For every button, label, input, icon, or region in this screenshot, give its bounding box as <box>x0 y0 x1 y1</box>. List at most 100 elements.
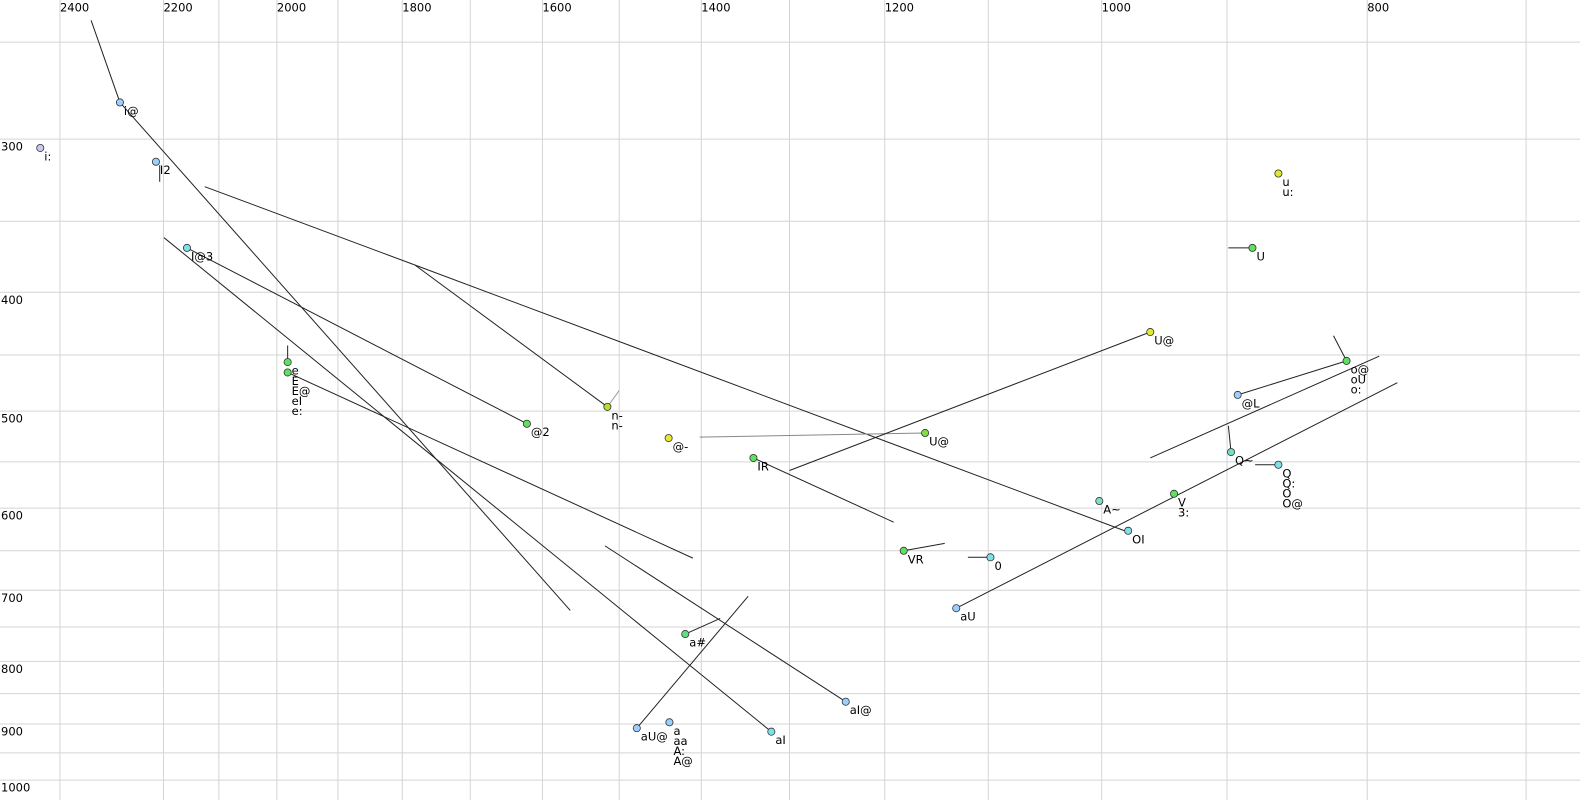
vowel-point <box>1274 460 1283 469</box>
vowel-label: A: <box>673 744 685 758</box>
trajectory <box>163 237 772 733</box>
vowel-point <box>283 358 292 367</box>
vowel-label: i: <box>44 149 51 163</box>
trajectory <box>90 20 121 103</box>
vowel-label: Q: <box>1282 476 1295 490</box>
vowel-label: E@ <box>292 384 311 398</box>
vowel-point <box>899 546 908 555</box>
trajectory <box>119 102 571 611</box>
x-tick-label: 1600 <box>542 1 571 15</box>
trajectory <box>636 595 749 729</box>
vowel-label: 3: <box>1178 505 1189 519</box>
x-tick-label: 2000 <box>277 1 306 15</box>
y-tick-label: 800 <box>1 662 23 676</box>
x-tick-label: 1800 <box>402 1 431 15</box>
trajectory <box>753 457 894 523</box>
vowel-point <box>921 429 930 438</box>
vowel-label: o@ <box>1351 362 1370 376</box>
vowel-label: aU@ <box>641 730 668 744</box>
trajectory <box>287 372 694 559</box>
vowel-point <box>841 697 850 706</box>
trajectory <box>1333 335 1348 362</box>
y-tick-label: 600 <box>1 509 23 523</box>
trajectory <box>685 617 721 635</box>
vowel-label: O <box>1282 486 1291 500</box>
vowel-label: e <box>292 364 299 378</box>
trajectory <box>204 186 416 266</box>
vowel-point <box>1248 243 1257 252</box>
vowel-point <box>115 98 124 107</box>
trajectory <box>1227 425 1232 453</box>
vowel-point <box>36 143 45 152</box>
vowel-label: A~ <box>1103 503 1121 517</box>
vowel-point <box>1227 448 1236 457</box>
y-tick-label: 300 <box>1 140 23 154</box>
vowel-label: aU <box>960 610 975 624</box>
vowel-point <box>151 157 160 166</box>
x-tick-label: 2400 <box>60 1 89 15</box>
vowel-label: @2 <box>531 425 550 439</box>
vowel-point <box>1274 169 1283 178</box>
vowel-point <box>681 630 690 639</box>
vowel-label: I@3 <box>191 249 213 263</box>
vowel-label: @L <box>1242 396 1261 410</box>
trajectory <box>186 247 528 425</box>
vowel-point <box>767 727 776 736</box>
trajectory <box>414 264 608 408</box>
vowel-label: OI <box>1132 532 1144 546</box>
trajectory <box>903 542 945 552</box>
vowel-label: u: <box>1282 185 1293 199</box>
x-tick-label: 2200 <box>163 1 192 15</box>
vowel-label: VR <box>908 552 924 566</box>
y-tick-label: 700 <box>1 591 23 605</box>
y-tick-label: 1000 <box>1 781 30 795</box>
vowel-label: V <box>1178 495 1186 509</box>
y-tick-label: 500 <box>1 412 23 426</box>
trajectory <box>789 331 1151 471</box>
vowel-label: E <box>292 374 299 388</box>
vowel-point <box>182 243 191 252</box>
vowel-label: Q <box>1282 466 1291 480</box>
vowel-label: n- <box>611 408 622 422</box>
vowel-point <box>522 419 531 428</box>
vowel-label: aI@ <box>850 703 872 717</box>
x-tick-label: 1400 <box>701 1 730 15</box>
vowel-point <box>632 724 641 733</box>
vowel-label: IR <box>757 459 768 473</box>
vowel-point <box>665 718 674 727</box>
vowel-label: e: <box>292 404 303 418</box>
vowel-point <box>1342 356 1351 365</box>
trajectory <box>699 432 926 438</box>
x-tick-label: 1000 <box>1102 1 1131 15</box>
vowel-label: U@ <box>1154 334 1174 348</box>
vowel-label: n- <box>611 418 622 432</box>
vowel-point <box>1124 526 1133 535</box>
vowel-label: 0 <box>994 559 1001 573</box>
vowel-point <box>603 402 612 411</box>
vowel-label: O@ <box>1282 496 1303 510</box>
vowel-point <box>1170 489 1179 498</box>
x-tick-label: 1200 <box>885 1 914 15</box>
vowel-label: eI <box>292 394 302 408</box>
vowel-label: oU <box>1351 372 1366 386</box>
vowel-point <box>1233 390 1242 399</box>
vowel-label: i@ <box>124 104 139 118</box>
vowel-point <box>1095 497 1104 506</box>
vowel-label: aa <box>673 734 687 748</box>
vowel-label: U@ <box>929 435 949 449</box>
vowel-point <box>664 434 673 443</box>
vowel-label: @- <box>673 440 689 454</box>
x-tick-label: 800 <box>1367 1 1389 15</box>
vowel-point <box>986 553 995 562</box>
vowel-label: aI <box>775 733 785 747</box>
vowel-label: Q~ <box>1235 454 1254 468</box>
y-tick-label: 400 <box>1 293 23 307</box>
vowel-label: a# <box>689 636 706 650</box>
vowel-label: u <box>1282 175 1289 189</box>
vowel-label: U <box>1256 249 1264 263</box>
trajectory <box>1150 355 1380 459</box>
y-tick-label: 900 <box>1 725 23 739</box>
vowel-label: o: <box>1351 382 1362 396</box>
vowel-label: I2 <box>160 163 171 177</box>
